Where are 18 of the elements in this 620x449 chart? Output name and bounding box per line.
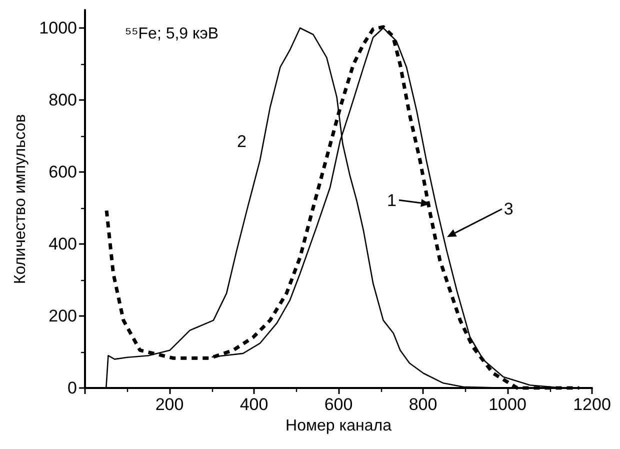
- x-tick-label: 400: [240, 395, 268, 414]
- y-tick-label: 800: [48, 90, 77, 110]
- x-tick-label: 800: [408, 395, 438, 414]
- x-tick-label: 1000: [488, 395, 526, 414]
- y-tick-label: 400: [48, 234, 77, 254]
- annotation: 2: [237, 132, 246, 151]
- y-tick-label: 1000: [39, 18, 77, 38]
- x-tick-label: 1200: [573, 395, 611, 414]
- y-axis-title: Количество импульсов: [12, 114, 29, 284]
- x-axis-title: Номер канала: [286, 418, 392, 434]
- y-tick-label: 0: [68, 378, 77, 398]
- annotation: 1: [387, 190, 396, 210]
- x-tick-label: 200: [155, 395, 184, 414]
- annotation: ⁵⁵Fe; 5,9 кэВ: [125, 26, 219, 42]
- y-tick-label: 200: [48, 306, 77, 326]
- y-tick-label: 600: [48, 162, 77, 182]
- annotation: 3: [504, 200, 514, 219]
- x-tick-label: 600: [324, 395, 353, 414]
